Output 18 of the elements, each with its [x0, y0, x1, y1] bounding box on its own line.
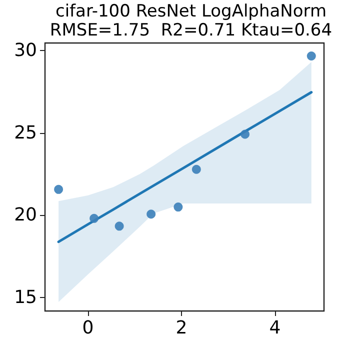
- x-tick-label: 4: [269, 318, 281, 338]
- point: [54, 184, 64, 194]
- point: [114, 222, 124, 231]
- point: [306, 52, 316, 61]
- y-tick-label: 15: [14, 286, 37, 308]
- point: [90, 214, 99, 223]
- y-tick-label: 25: [14, 122, 37, 144]
- point: [192, 164, 201, 174]
- x-tick-label: 0: [82, 318, 94, 338]
- chart-title: cifar-100 ResNet LogAlphaNorm: [55, 2, 327, 22]
- point: [146, 210, 156, 219]
- point: [174, 202, 183, 212]
- line-series: [57, 91, 313, 244]
- point: [240, 130, 250, 139]
- x-tick-label: 2: [176, 318, 188, 338]
- y-tick-label: 30: [14, 40, 37, 61]
- chart-subtitle: RMSE=1.75 R2=0.71 Ktau=0.64: [50, 20, 332, 40]
- y-tick-label: 20: [14, 204, 37, 226]
